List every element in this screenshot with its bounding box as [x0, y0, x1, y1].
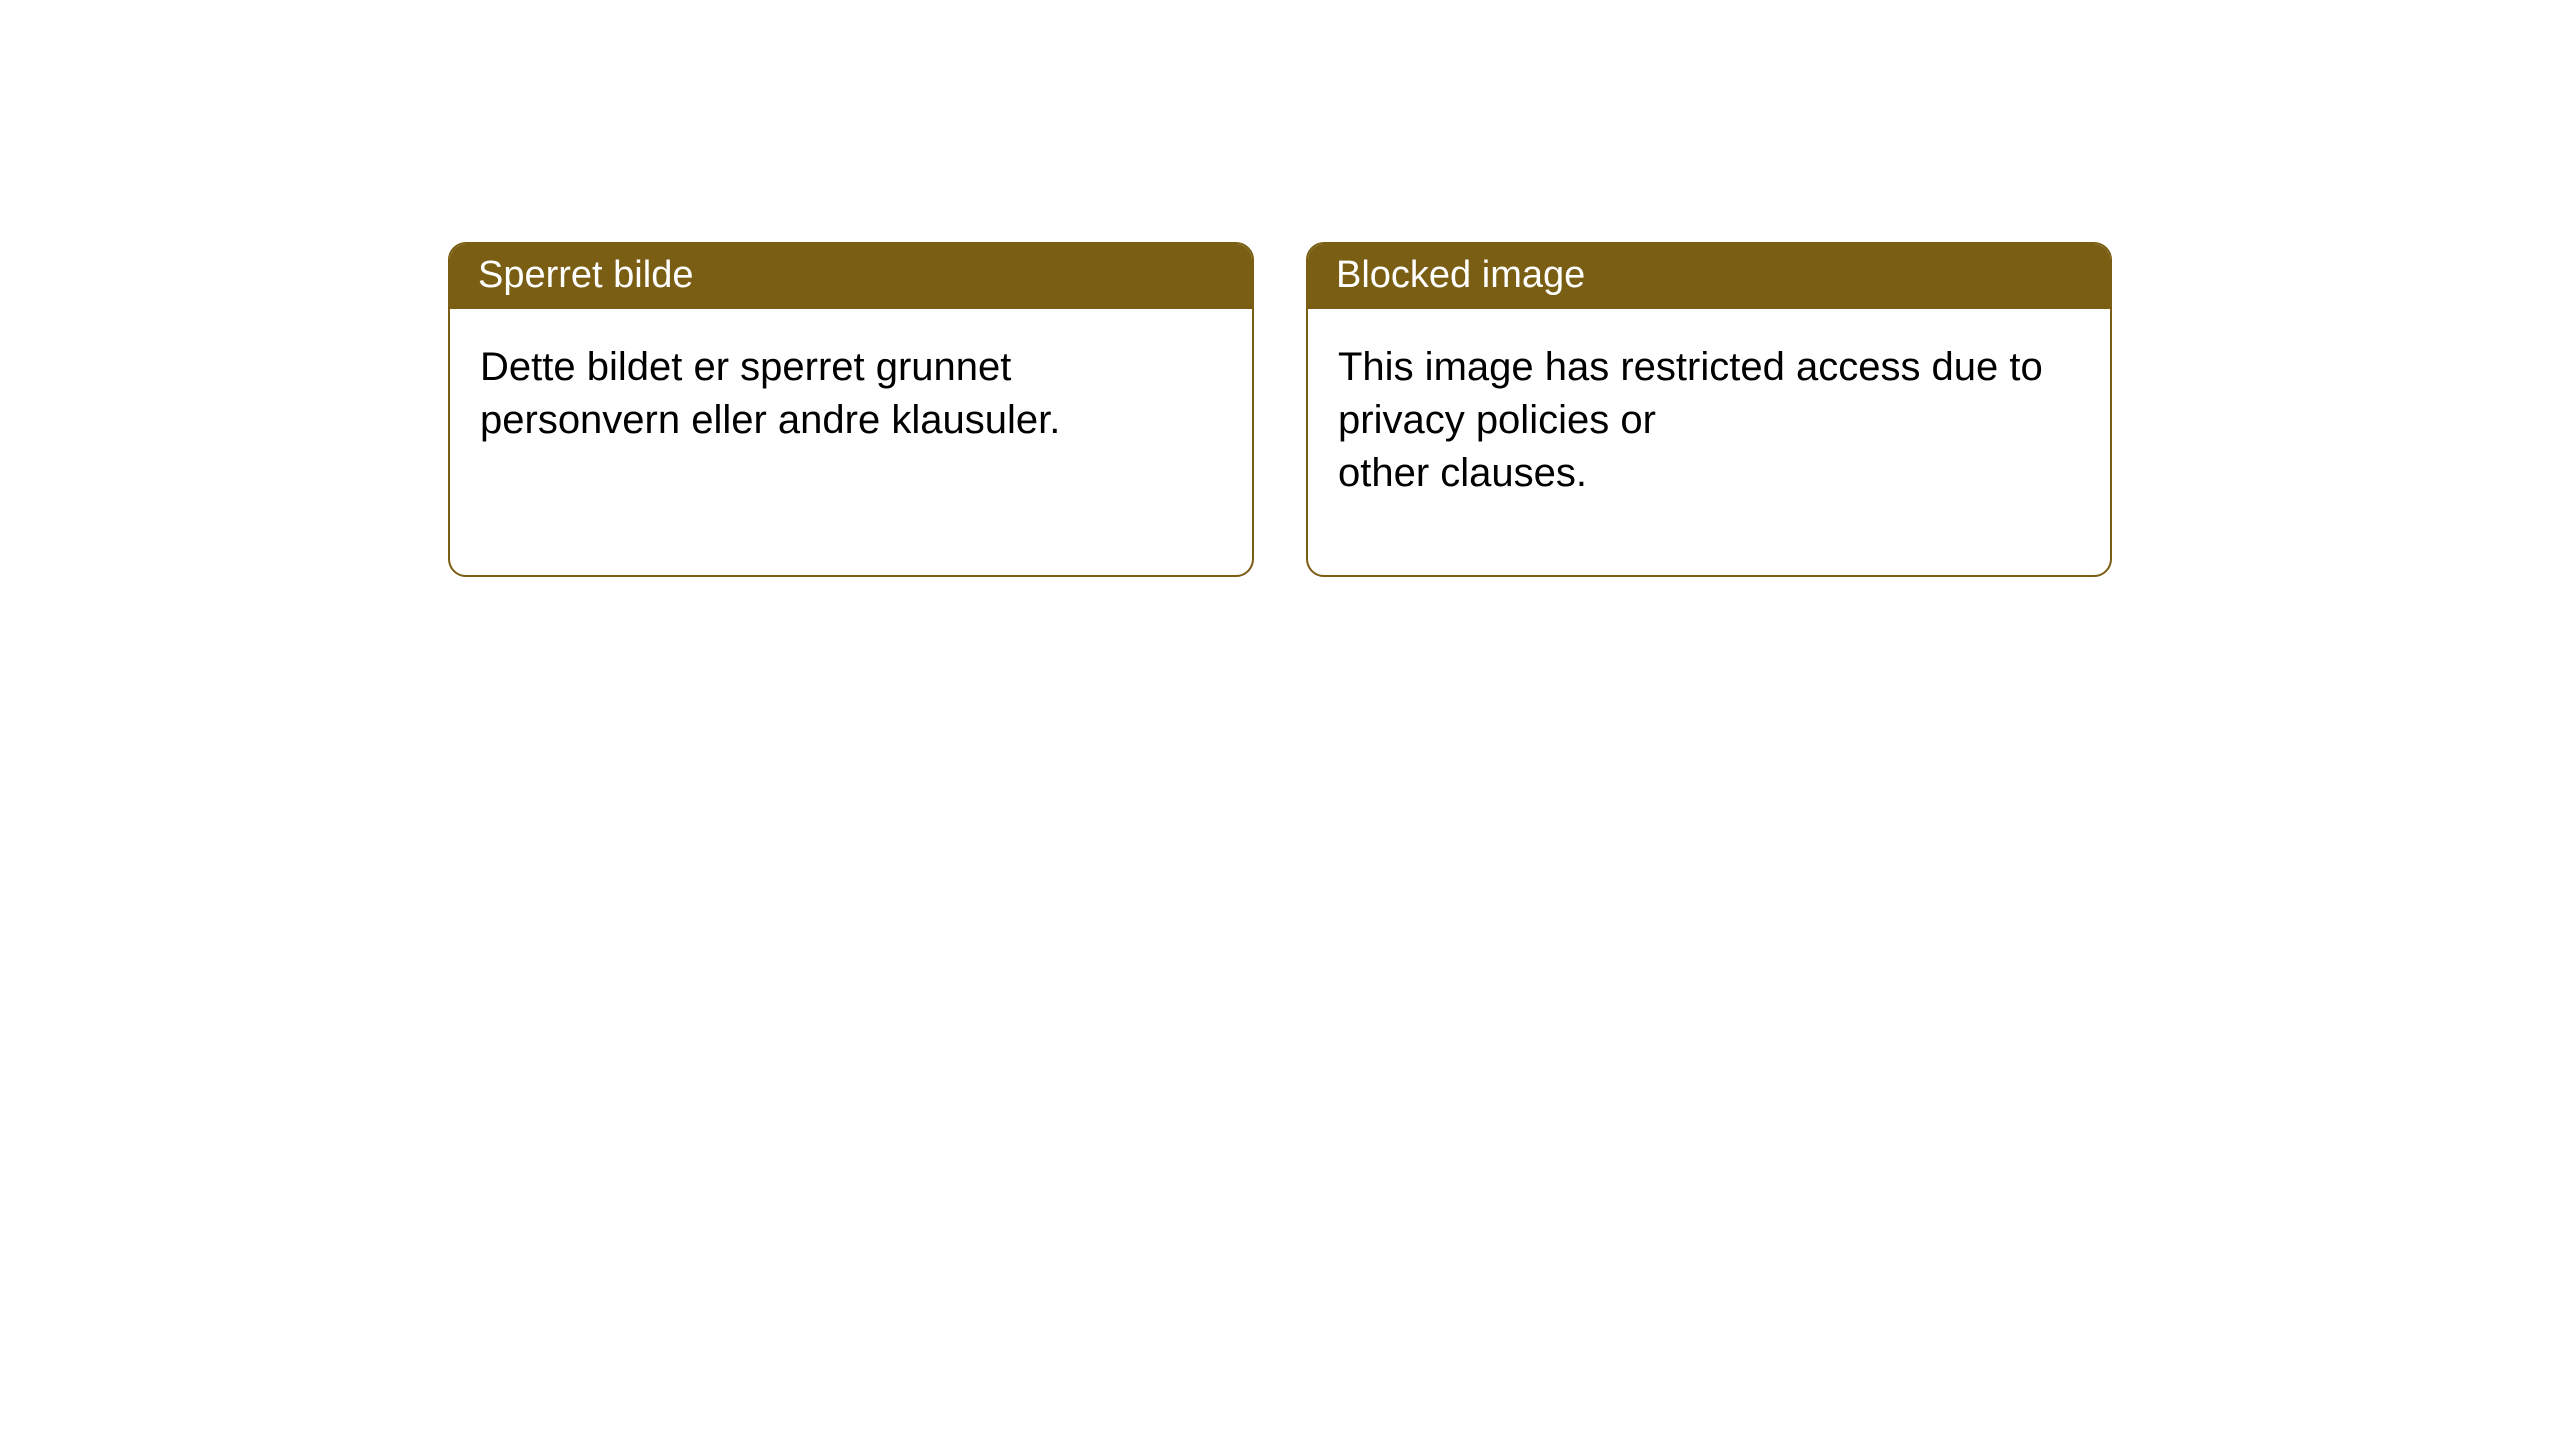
notice-card-norwegian: Sperret bilde Dette bildet er sperret gr…	[448, 242, 1254, 577]
notice-card-english: Blocked image This image has restricted …	[1306, 242, 2112, 577]
notice-container: Sperret bilde Dette bildet er sperret gr…	[0, 0, 2560, 577]
notice-body: Dette bildet er sperret grunnet personve…	[450, 309, 1252, 479]
notice-header: Sperret bilde	[450, 244, 1252, 309]
notice-body: This image has restricted access due to …	[1308, 309, 2110, 531]
notice-header: Blocked image	[1308, 244, 2110, 309]
